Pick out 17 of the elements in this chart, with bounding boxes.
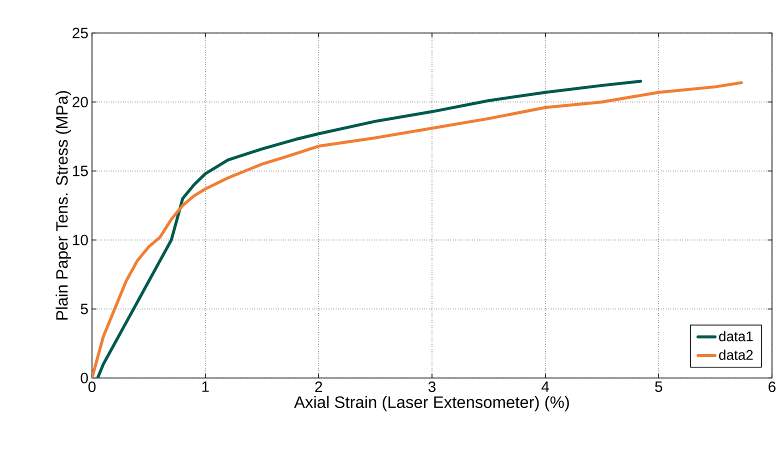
y-tick-label: 5 <box>80 304 88 314</box>
y-tick-label: 20 <box>72 96 88 108</box>
x-axis-title: Axial Strain (Laser Extensometer) (%) <box>294 396 569 412</box>
legend-label: data2 <box>719 350 753 360</box>
x-tick-label: 3 <box>428 382 436 392</box>
y-tick-label: 25 <box>72 28 88 38</box>
y-axis-title: Plain Paper Tens. Stress (MPa) <box>56 91 72 320</box>
x-tick-label: 5 <box>655 382 662 392</box>
y-tick-label: 15 <box>73 166 88 176</box>
x-tick-label: 6 <box>768 382 776 392</box>
x-tick-label: 0 <box>88 382 96 392</box>
y-tick-label: 0 <box>80 372 88 384</box>
x-tick-label: 1 <box>202 382 209 392</box>
x-tick-label: 4 <box>542 382 550 392</box>
y-tick-label: 10 <box>73 234 88 246</box>
legend-label: data1 <box>719 331 753 342</box>
x-tick-label: 2 <box>315 382 322 392</box>
